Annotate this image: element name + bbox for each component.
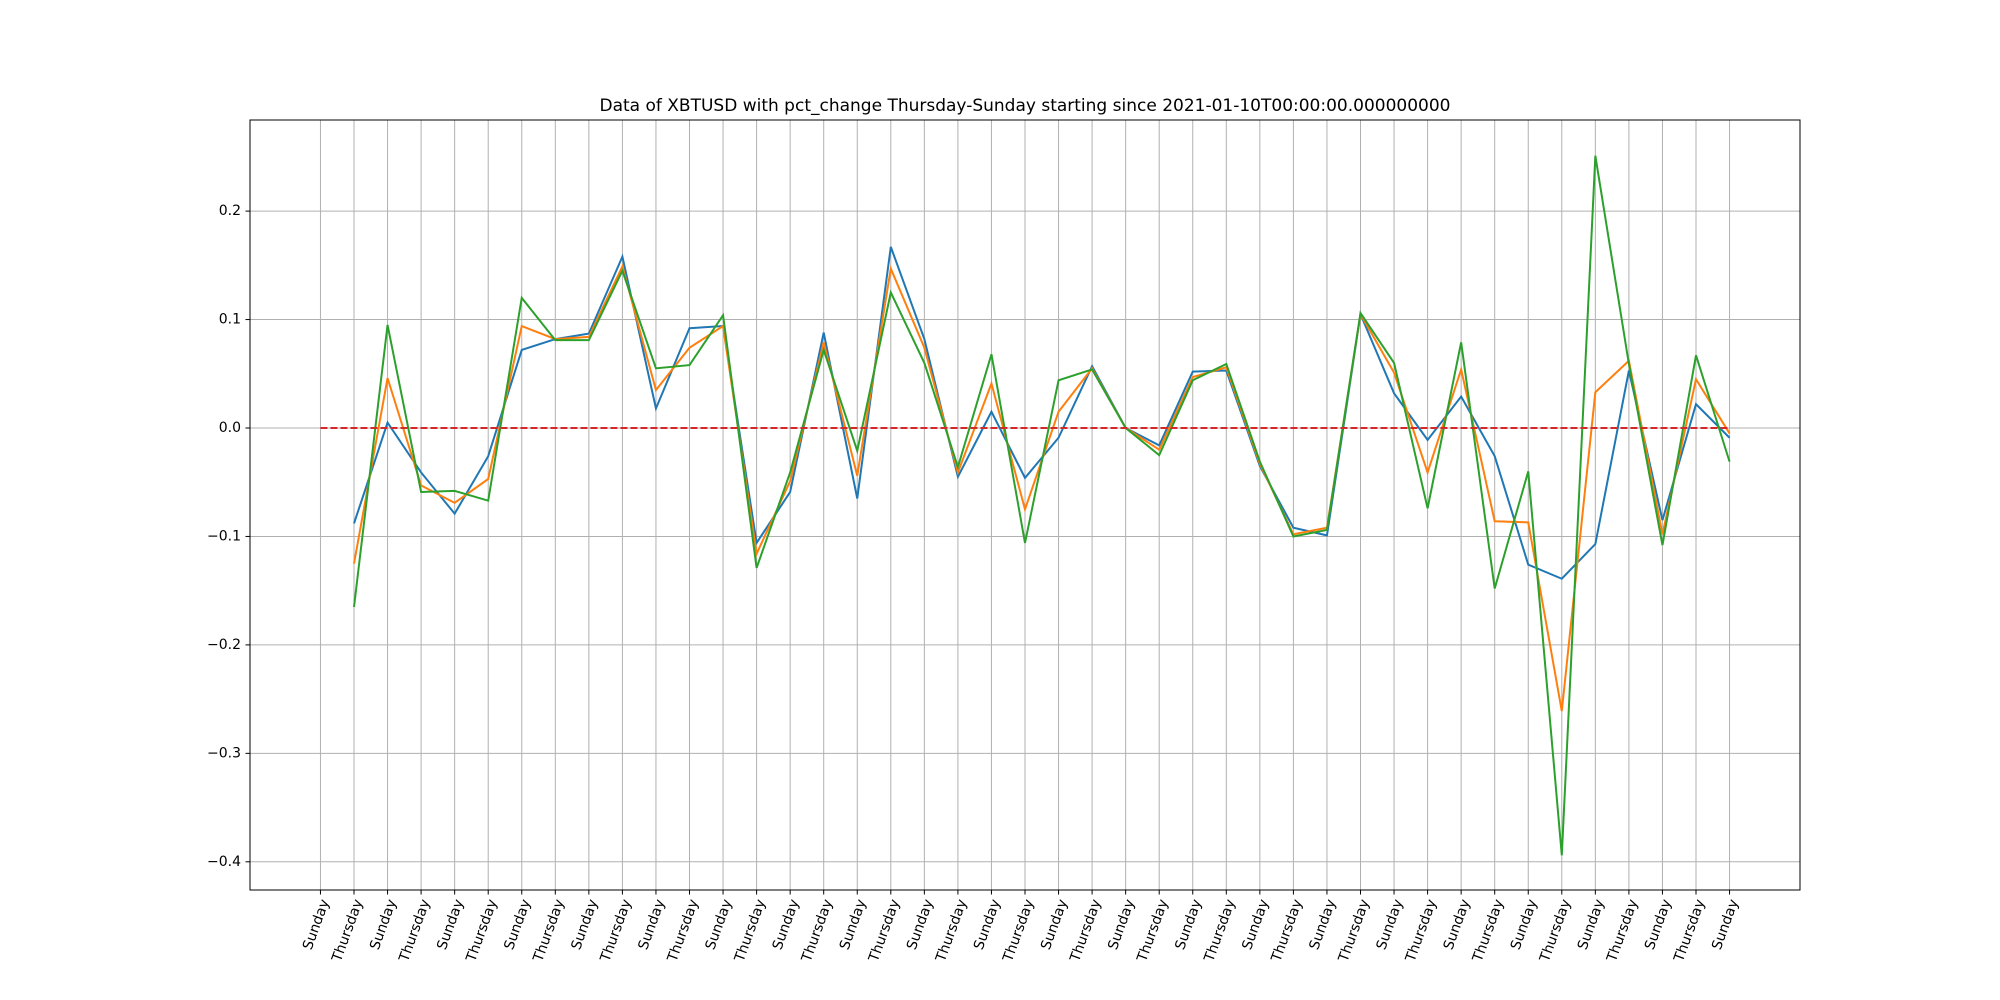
x-tick-label: Thursday <box>1000 897 1038 965</box>
x-tick-label: Sunday <box>1172 897 1205 952</box>
x-tick-label: Thursday <box>597 897 635 965</box>
x-tick-label: Sunday <box>501 897 534 952</box>
x-tick-label: Thursday <box>933 897 971 965</box>
x-tick-label: Sunday <box>1709 897 1742 952</box>
y-tick-label: 0.2 <box>219 203 241 219</box>
x-tick-label: Sunday <box>1508 897 1541 952</box>
x-tick-label: Sunday <box>971 897 1004 952</box>
x-tick-label: Sunday <box>1307 897 1340 952</box>
x-tick-label: Thursday <box>799 897 837 965</box>
x-tick-label: Thursday <box>1671 897 1709 965</box>
series-line <box>353 155 1731 856</box>
x-tick-label: Thursday <box>463 897 501 965</box>
x-tick-label: Sunday <box>904 897 937 952</box>
chart-title: Data of XBTUSD with pct_change Thursday-… <box>600 96 1451 116</box>
x-tick-label: Thursday <box>1268 897 1306 965</box>
y-tick-label: 0.0 <box>219 420 241 436</box>
x-tick-label: Thursday <box>396 897 434 965</box>
x-tick-label: Thursday <box>1134 897 1172 965</box>
x-tick-label: Thursday <box>731 897 769 965</box>
y-tick-label: −0.1 <box>207 528 241 544</box>
x-tick-label: Sunday <box>1575 897 1608 952</box>
y-tick-label: −0.3 <box>207 745 241 761</box>
x-tick-label: Thursday <box>1335 897 1373 965</box>
x-tick-label: Sunday <box>636 897 669 952</box>
x-tick-label: Thursday <box>1402 897 1440 965</box>
x-tick-label: Thursday <box>1470 897 1508 965</box>
x-tick-label: Sunday <box>1642 897 1675 952</box>
x-tick-label: Sunday <box>434 897 467 952</box>
plot-frame <box>249 119 1801 891</box>
y-tick-label: 0.1 <box>219 312 241 328</box>
x-tick-label: Sunday <box>703 897 736 952</box>
x-tick-label: Sunday <box>1038 897 1071 952</box>
x-tick-label: Sunday <box>1374 897 1407 952</box>
x-tick-label: Sunday <box>770 897 803 952</box>
x-tick-label: Sunday <box>568 897 601 952</box>
x-tick-label: Sunday <box>1441 897 1474 952</box>
x-tick-label: Sunday <box>1239 897 1272 952</box>
y-tick-label: −0.4 <box>207 854 241 870</box>
x-tick-label: Thursday <box>530 897 568 965</box>
x-tick-label: Sunday <box>837 897 870 952</box>
x-tick-label: Thursday <box>664 897 702 965</box>
x-tick-label: Thursday <box>1537 897 1575 965</box>
x-tick-label: Thursday <box>1604 897 1642 965</box>
x-tick-label: Sunday <box>300 897 333 952</box>
x-tick-label: Thursday <box>329 897 367 965</box>
x-tick-label: Thursday <box>1201 897 1239 965</box>
x-tick-label: Sunday <box>367 897 400 952</box>
x-tick-label: Thursday <box>866 897 904 965</box>
x-tick-label: Thursday <box>1067 897 1105 965</box>
x-tick-label: Sunday <box>1105 897 1138 952</box>
series-line <box>353 246 1731 580</box>
y-tick-label: −0.2 <box>207 637 241 653</box>
